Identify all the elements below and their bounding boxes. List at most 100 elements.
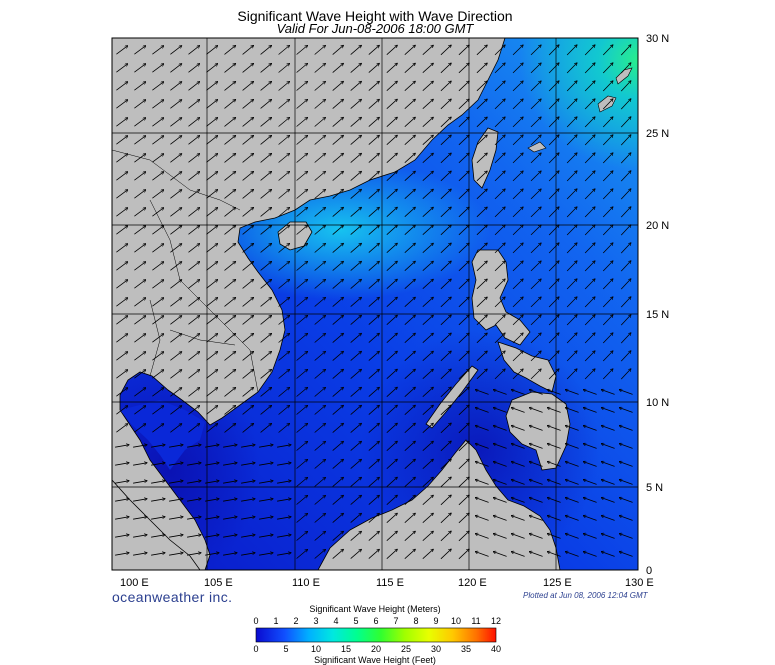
direction-arrow <box>314 208 326 217</box>
direction-arrow <box>152 154 163 163</box>
direction-arrow <box>368 297 379 307</box>
direction-arrow <box>242 244 254 253</box>
direction-arrow <box>620 333 631 344</box>
direction-arrow <box>566 315 577 326</box>
direction-arrow <box>350 423 362 433</box>
direction-arrow <box>242 226 254 235</box>
direction-arrow <box>224 100 236 109</box>
direction-arrow <box>224 82 236 91</box>
direction-arrow <box>475 462 489 467</box>
direction-arrow <box>583 462 597 467</box>
direction-arrow <box>584 243 595 254</box>
direction-arrow <box>151 535 165 538</box>
direction-arrow <box>530 207 541 218</box>
lat-label: 30 N <box>646 33 669 45</box>
direction-arrow <box>530 351 541 362</box>
direction-arrow <box>476 189 487 200</box>
direction-arrow <box>115 463 129 466</box>
direction-arrow <box>296 334 308 343</box>
direction-arrow <box>332 333 344 343</box>
direction-arrow <box>206 316 218 325</box>
direction-arrow <box>620 279 631 290</box>
direction-arrow <box>368 171 379 181</box>
direction-arrow <box>530 261 541 272</box>
direction-arrow <box>386 117 397 127</box>
direction-arrow <box>368 45 379 55</box>
direction-arrow <box>188 154 200 163</box>
direction-arrow <box>332 243 344 253</box>
direction-arrow <box>278 424 290 433</box>
direction-arrow <box>170 280 181 289</box>
direction-arrow <box>584 189 595 200</box>
direction-arrow <box>584 315 595 326</box>
direction-arrow <box>188 118 200 127</box>
direction-arrow <box>620 351 631 362</box>
direction-arrow <box>458 369 469 380</box>
direction-arrow <box>511 390 525 395</box>
legend-meters-tick: 1 <box>273 616 279 626</box>
direction-arrow <box>332 153 344 163</box>
direction-arrow <box>242 280 254 289</box>
direction-arrow <box>422 477 433 487</box>
direction-arrow <box>476 207 487 218</box>
direction-arrow <box>386 513 397 523</box>
direction-arrow <box>458 531 469 542</box>
direction-arrow <box>619 534 633 539</box>
direction-arrow <box>260 244 272 253</box>
legend-meters-tick: 2 <box>293 616 299 626</box>
direction-arrow <box>115 481 129 484</box>
direction-arrow <box>224 172 236 181</box>
direction-arrow <box>548 207 559 218</box>
direction-arrow <box>440 315 451 326</box>
direction-arrow <box>404 117 415 127</box>
direction-arrow <box>475 534 489 539</box>
direction-arrow <box>458 441 469 452</box>
direction-arrow <box>368 369 379 379</box>
direction-arrow <box>152 46 163 55</box>
latitude-labels: 30 N 25 N 20 N 15 N 10 N 5 N 0 <box>646 33 669 577</box>
direction-arrow <box>134 82 145 91</box>
direction-arrow <box>404 441 415 451</box>
direction-arrow <box>169 499 183 502</box>
direction-arrow <box>260 118 272 127</box>
direction-arrow <box>296 100 308 109</box>
direction-arrow <box>512 297 523 308</box>
direction-arrow <box>494 135 505 146</box>
direction-arrow <box>601 390 615 395</box>
direction-arrow <box>134 226 145 235</box>
direction-arrow <box>151 463 165 466</box>
direction-arrow <box>404 135 415 145</box>
direction-arrow <box>188 388 200 397</box>
direction-arrow <box>260 46 272 55</box>
direction-arrow <box>242 154 254 163</box>
direction-arrow <box>332 531 344 541</box>
direction-arrow <box>565 552 579 557</box>
map-frame <box>111 37 639 571</box>
lat-label: 0 <box>646 565 652 577</box>
direction-arrow <box>314 550 326 559</box>
direction-arrow <box>601 480 615 485</box>
direction-arrow <box>133 517 147 520</box>
direction-arrow <box>476 225 487 236</box>
direction-arrow <box>422 369 433 379</box>
direction-arrow <box>530 333 541 344</box>
direction-arrow <box>476 81 487 92</box>
direction-arrow <box>278 172 290 181</box>
direction-arrow <box>565 408 579 413</box>
direction-arrow <box>530 135 541 146</box>
lon-label: 120 E <box>458 577 487 589</box>
lat-label: 25 N <box>646 128 669 140</box>
direction-arrow <box>188 280 200 289</box>
direction-arrow <box>547 462 561 467</box>
legend-feet-tick: 40 <box>490 644 502 654</box>
direction-arrow <box>566 171 577 182</box>
direction-arrow <box>476 45 487 56</box>
direction-arrow <box>440 279 451 290</box>
direction-arrow <box>565 534 579 539</box>
direction-arrow <box>404 477 415 487</box>
direction-arrow <box>584 207 595 218</box>
direction-arrow <box>188 334 200 343</box>
direction-arrow <box>458 297 469 308</box>
direction-arrow <box>350 531 362 541</box>
direction-arrow <box>134 280 145 289</box>
